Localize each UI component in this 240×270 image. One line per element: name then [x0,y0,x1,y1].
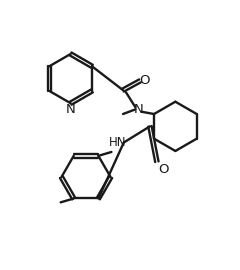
Text: O: O [158,163,168,176]
Text: HN: HN [109,136,126,149]
Text: N: N [66,103,76,116]
Text: O: O [139,75,150,87]
Text: N: N [133,103,143,116]
